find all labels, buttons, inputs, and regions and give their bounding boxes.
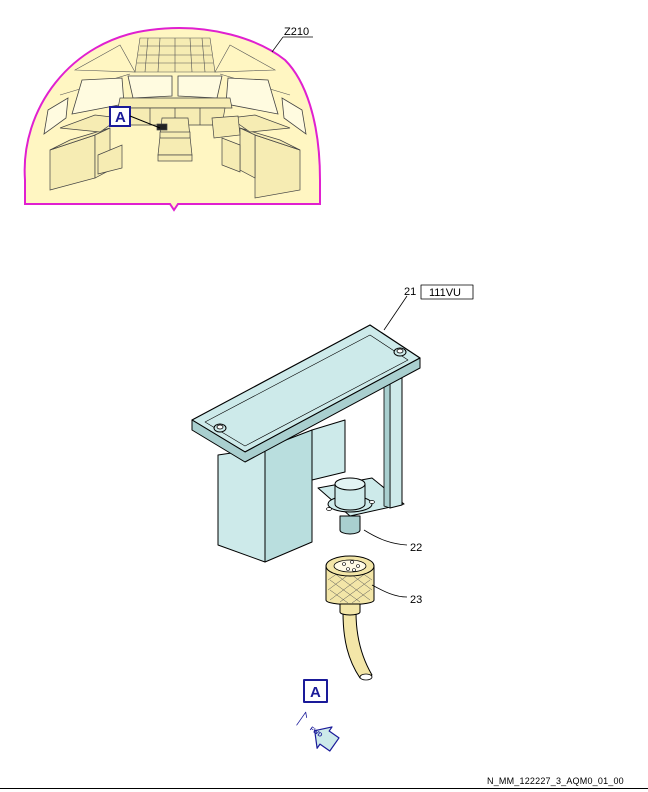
callout-22: 22 [363,529,422,554]
callout-22-label: 22 [410,542,422,554]
panel-label: 111VU [429,287,461,299]
detail-a-view: 21 111VU 22 23 A FWD [191,284,474,752]
panel-label-box [420,284,474,300]
detail-a-leader [129,115,161,129]
cable-end [359,673,373,681]
panel-top-plate-inner [204,334,409,447]
footer-rule [0,788,648,789]
screw-left-head [216,424,224,430]
support-post-rear [383,381,391,509]
ceiling-panels [59,37,291,96]
figure-reference: N_MM_122227_3_AQM0_01_00 [487,776,624,786]
lower-box-front [217,447,266,563]
detail-a-title-box [303,679,328,703]
detail-a-tag-label: A [115,109,126,126]
cable [342,611,373,679]
cockpit-overview: Z210 A [23,26,321,212]
center-pedestal [156,117,193,162]
instrument-panel [117,97,233,126]
zone-label: Z210 [284,26,309,38]
receptacle-22 [326,477,375,535]
panel-top-plate-edge [191,357,421,463]
inner-box [311,419,346,481]
plug-23 [325,555,375,616]
callout-23-label: 23 [410,594,422,606]
callout-23: 23 [371,584,422,606]
support-post [389,377,403,509]
callout-21-label: 21 [404,286,416,298]
cockpit-windows [43,75,307,135]
fwd-arrow-icon: FWD [296,711,340,752]
zone-label-leader [271,36,284,53]
callout-21: 21 111VU [383,284,474,331]
lower-box-side [264,429,313,563]
detail-a-title: A [310,684,321,701]
right-seats [211,114,301,199]
left-seats [49,114,123,191]
screw-right-head [396,348,404,354]
